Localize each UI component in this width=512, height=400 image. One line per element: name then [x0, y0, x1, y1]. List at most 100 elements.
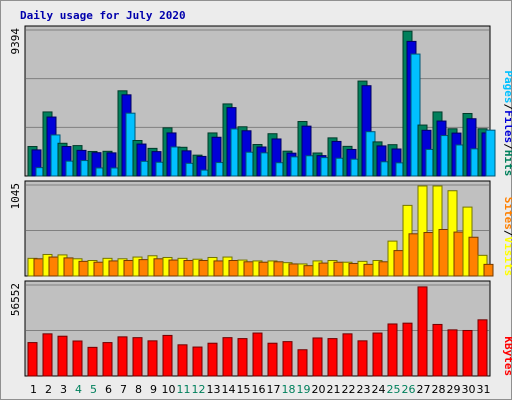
bar-kbytes-day-12: [192, 346, 203, 377]
x-tick-day-20: 20: [312, 383, 326, 396]
legend-entry: Sites: [502, 197, 512, 230]
bar-kbytes-day-13: [207, 342, 218, 377]
bar-kbytes-day-2: [42, 333, 53, 377]
legend-entry: Files: [502, 110, 512, 143]
bar-sites-day-9: [153, 258, 164, 277]
bar-kbytes-day-1: [27, 342, 38, 377]
legend-entry: /: [502, 104, 512, 111]
bar-sites-day-3: [63, 257, 74, 277]
x-tick-day-3: 3: [60, 383, 67, 396]
x-tick-day-18: 18: [282, 383, 296, 396]
x-tick-day-15: 15: [237, 383, 251, 396]
x-tick-day-1: 1: [30, 383, 37, 396]
x-tick-day-5: 5: [90, 383, 97, 396]
bar-sites-day-31: [483, 263, 494, 277]
bar-sites-day-5: [93, 261, 104, 277]
bar-visits-day-27: [417, 185, 428, 277]
x-tick-day-30: 30: [462, 383, 476, 396]
bar-kbytes-day-9: [147, 340, 158, 377]
legend-kbytes: KBytes: [502, 336, 512, 376]
chart-title: Daily usage for July 2020: [20, 9, 186, 22]
x-tick-day-13: 13: [207, 383, 221, 396]
x-tick-day-25: 25: [387, 383, 401, 396]
x-tick-day-26: 26: [402, 383, 416, 396]
bar-sites-day-6: [108, 260, 119, 277]
bar-sites-day-8: [138, 259, 149, 277]
bar-sites-day-18: [288, 263, 299, 277]
x-tick-day-19: 19: [297, 383, 311, 396]
bar-sites-day-22: [348, 263, 359, 277]
bar-kbytes-day-3: [57, 335, 68, 377]
bar-kbytes-day-7: [117, 336, 128, 377]
bar-sites-day-19: [303, 265, 314, 277]
x-tick-day-7: 7: [120, 383, 127, 396]
bar-sites-day-7: [123, 260, 134, 277]
bar-kbytes-day-11: [177, 344, 188, 377]
x-tick-day-31: 31: [477, 383, 491, 396]
bar-sites-day-2: [48, 256, 59, 277]
x-tick-day-16: 16: [252, 383, 266, 396]
bar-sites-day-26: [408, 233, 419, 277]
bar-sites-day-23: [363, 263, 374, 277]
bar-kbytes-day-8: [132, 337, 143, 377]
x-tick-day-8: 8: [135, 383, 142, 396]
bar-sites-day-30: [468, 236, 479, 277]
x-tick-day-11: 11: [177, 383, 191, 396]
bar-sites-day-14: [228, 260, 239, 277]
legend-entry: Visits: [502, 237, 512, 277]
x-tick-day-4: 4: [75, 383, 82, 396]
bar-kbytes-day-4: [72, 340, 83, 377]
bar-kbytes-day-20: [312, 337, 323, 377]
bar-kbytes-day-26: [402, 322, 413, 377]
bar-sites-day-10: [168, 259, 179, 277]
bar-kbytes-day-14: [222, 337, 233, 377]
bar-kbytes-day-21: [327, 338, 338, 377]
bar-pages-day-31: [485, 129, 496, 177]
bar-kbytes-day-30: [462, 329, 473, 377]
legend-entry: /: [502, 230, 512, 237]
legend-entry: /: [502, 143, 512, 150]
x-tick-day-12: 12: [192, 383, 206, 396]
bar-sites-day-15: [243, 261, 254, 277]
x-tick-day-23: 23: [357, 383, 371, 396]
bar-kbytes-day-19: [297, 349, 308, 377]
bar-kbytes-day-25: [387, 323, 398, 377]
legend-entry: Hits: [502, 150, 512, 177]
x-tick-day-9: 9: [150, 383, 157, 396]
bar-sites-day-24: [378, 261, 389, 277]
x-tick-day-22: 22: [342, 383, 356, 396]
bar-pages-day-26: [410, 53, 421, 177]
legend-entry: KBytes: [502, 336, 512, 376]
bar-sites-day-20: [318, 262, 329, 277]
bar-sites-day-21: [333, 261, 344, 277]
y-axis-max-label: 56552: [9, 283, 22, 316]
x-tick-day-10: 10: [162, 383, 176, 396]
x-tick-day-2: 2: [45, 383, 52, 396]
bar-sites-day-12: [198, 260, 209, 277]
x-tick-day-14: 14: [222, 383, 236, 396]
x-tick-day-21: 21: [327, 383, 341, 396]
bar-sites-day-1: [33, 258, 44, 277]
bar-kbytes-day-18: [282, 341, 293, 377]
bar-kbytes-day-5: [87, 346, 98, 377]
bar-kbytes-day-17: [267, 342, 278, 377]
bar-sites-day-17: [273, 261, 284, 277]
bar-sites-day-11: [183, 260, 194, 277]
bar-kbytes-day-27: [417, 286, 428, 377]
x-tick-day-27: 27: [417, 383, 431, 396]
legend-hits-files-pages: Pages/Files/Hits: [502, 70, 512, 176]
x-tick-day-6: 6: [105, 383, 112, 396]
y-axis-max-label: 9394: [9, 28, 22, 55]
bar-sites-day-28: [438, 228, 449, 277]
bar-sites-day-25: [393, 250, 404, 277]
bar-kbytes-day-6: [102, 342, 113, 377]
bar-sites-day-13: [213, 260, 224, 277]
legend-entry: Pages: [502, 70, 512, 103]
x-tick-day-24: 24: [372, 383, 386, 396]
bar-sites-day-29: [453, 231, 464, 277]
bar-kbytes-day-10: [162, 334, 173, 377]
bar-kbytes-day-15: [237, 338, 248, 377]
bar-sites-day-27: [423, 232, 434, 277]
